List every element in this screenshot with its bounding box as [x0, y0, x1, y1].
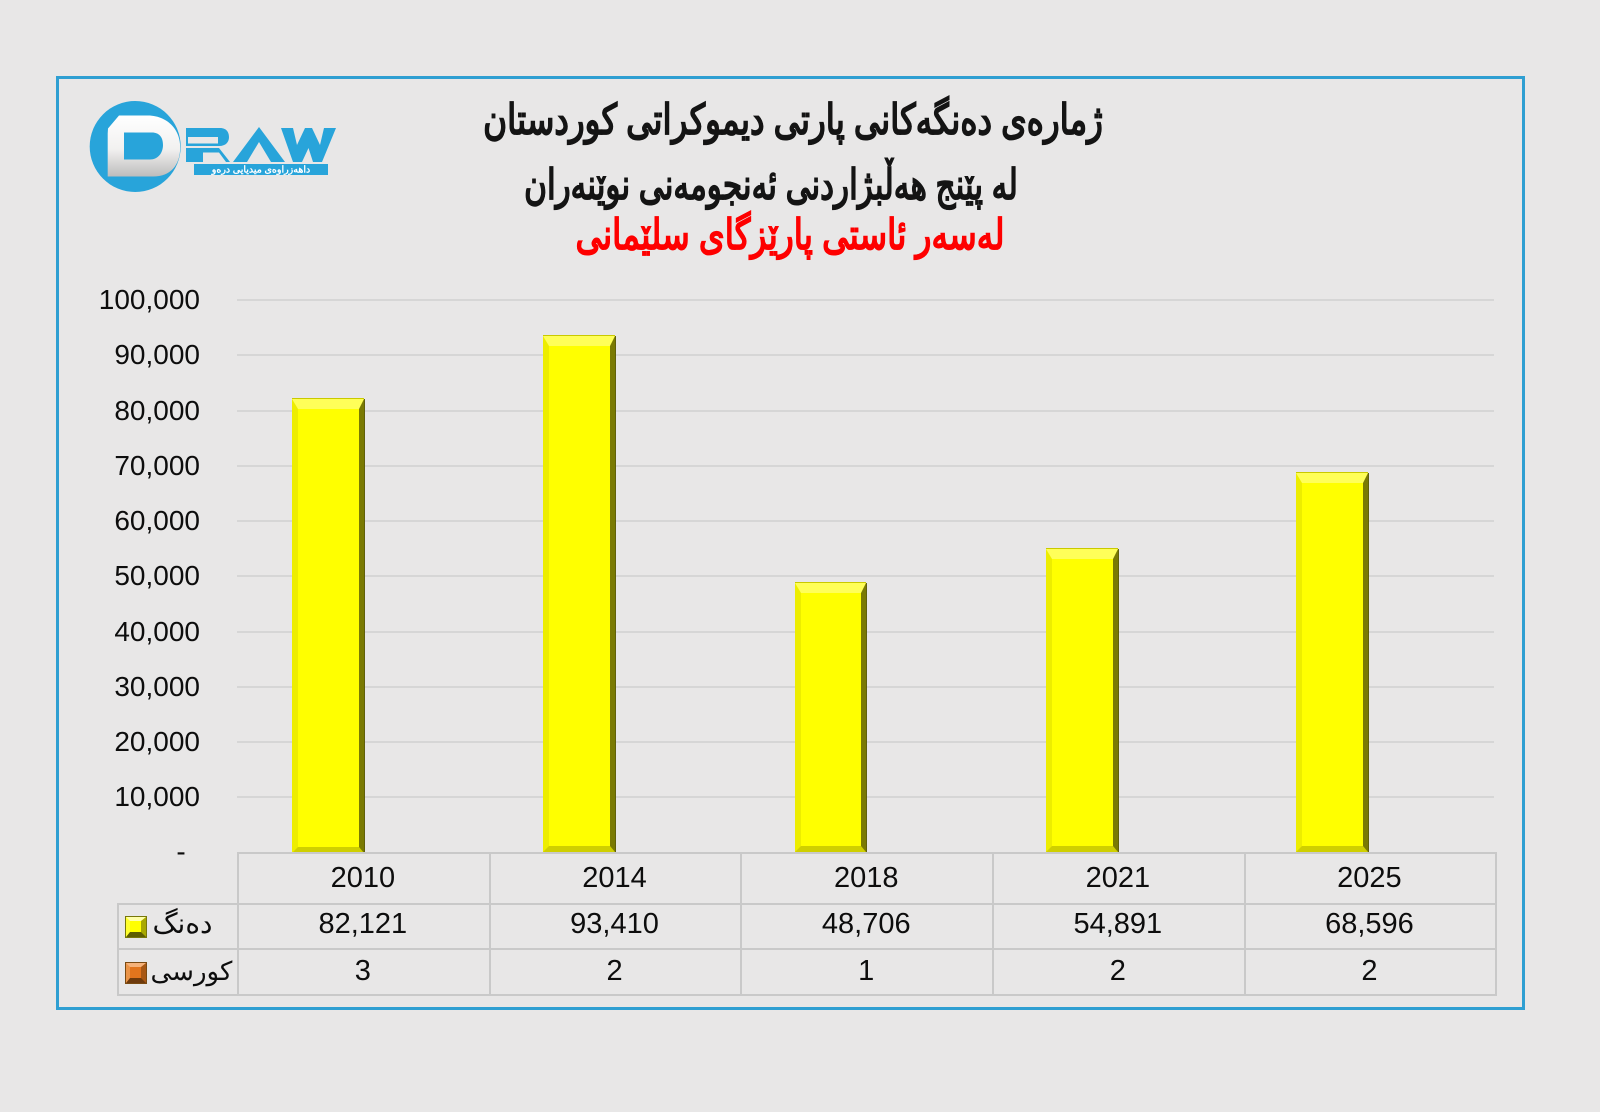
- svg-text:داهەزراوەی میدیایی درەو: داهەزراوەی میدیایی درەو: [211, 165, 311, 176]
